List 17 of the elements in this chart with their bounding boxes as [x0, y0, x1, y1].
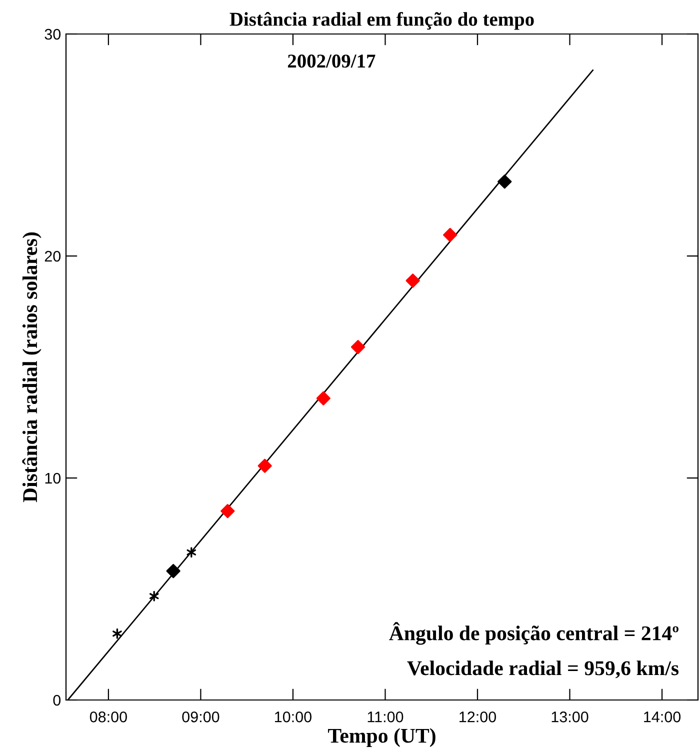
y-axis-title: Distância radial (raios solares) — [22, 232, 42, 502]
y-tick-label: 20 — [44, 250, 61, 262]
annotation: Velocidade radial = 959,6 km/s — [407, 660, 679, 678]
x-tick-label: 11:00 — [368, 712, 404, 722]
y-tick-label: 10 — [45, 472, 61, 484]
x-tick-label: 10:00 — [275, 712, 312, 722]
x-axis-title: Tempo (UT) — [328, 728, 436, 748]
chart-title: Distância radial em função do tempo — [230, 12, 534, 30]
y-tick-label: 0 — [53, 694, 61, 706]
x-tick-label: 14:00 — [644, 712, 681, 722]
annotation: Ângulo de posição central = 214º — [389, 622, 678, 645]
y-tick-label: 30 — [44, 28, 61, 40]
x-tick-label: 09:00 — [182, 712, 220, 722]
text: 2002/09/17 — [288, 54, 376, 68]
x-tick-label: 08:00 — [90, 712, 127, 722]
x-tick-label: 13:00 — [552, 712, 588, 722]
x-tick-label: 12:00 — [460, 712, 496, 722]
